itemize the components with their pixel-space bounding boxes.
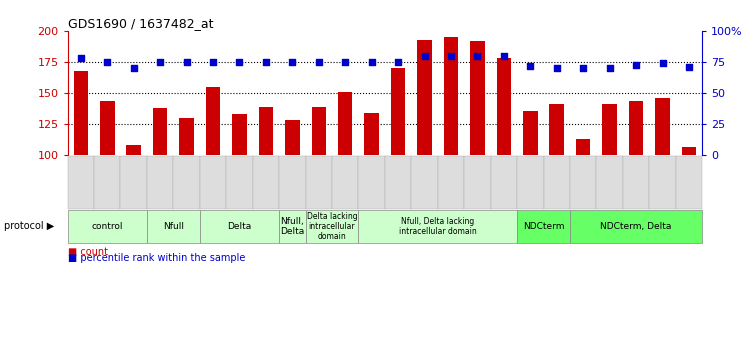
Bar (312, 107, 326, 155)
Point (578, 66, 590, 71)
Text: Delta lacking
intracellular
domain: Delta lacking intracellular domain (306, 211, 357, 241)
Bar (391, 68, 406, 155)
Text: Nfull: Nfull (163, 222, 184, 231)
Bar (179, 118, 194, 155)
Text: GDS1690 / 1637482_at: GDS1690 / 1637482_at (68, 17, 213, 30)
Point (550, 66, 562, 71)
Point (260, 59, 272, 65)
Bar (496, 58, 511, 155)
Bar (232, 114, 247, 155)
Point (207, 59, 219, 65)
Point (498, 53, 510, 59)
Bar (523, 110, 538, 155)
Bar (364, 113, 379, 155)
Bar (206, 87, 220, 155)
Point (604, 66, 616, 71)
Point (286, 59, 298, 65)
Point (154, 59, 166, 65)
Text: ■ count: ■ count (68, 247, 107, 256)
Bar (444, 37, 458, 155)
Point (524, 63, 536, 69)
Point (445, 53, 457, 59)
Point (128, 66, 140, 71)
Point (392, 59, 404, 65)
Bar (550, 104, 564, 155)
Point (366, 59, 378, 65)
Point (656, 61, 668, 66)
Bar (74, 71, 88, 155)
Point (418, 53, 430, 59)
Bar (126, 145, 141, 155)
Point (234, 59, 246, 65)
Text: NDCterm: NDCterm (523, 222, 564, 231)
Text: NDCterm, Delta: NDCterm, Delta (600, 222, 671, 231)
Point (630, 62, 642, 67)
Bar (576, 139, 590, 155)
Bar (602, 104, 617, 155)
Text: Delta: Delta (228, 222, 252, 231)
Bar (338, 92, 352, 155)
Bar (629, 101, 644, 155)
Bar (418, 40, 432, 155)
Bar (285, 120, 300, 155)
Bar (682, 147, 696, 155)
Text: Nfull, Delta lacking
intracellular domain: Nfull, Delta lacking intracellular domai… (399, 217, 477, 236)
Text: Nfull,
Delta: Nfull, Delta (280, 217, 304, 236)
Point (180, 59, 192, 65)
Point (101, 59, 113, 65)
Bar (258, 107, 273, 155)
Bar (470, 41, 484, 155)
Text: ■ percentile rank within the sample: ■ percentile rank within the sample (68, 254, 245, 263)
Point (339, 59, 351, 65)
Point (312, 59, 324, 65)
Text: protocol ▶: protocol ▶ (4, 221, 54, 231)
Point (75, 56, 87, 61)
Text: control: control (92, 222, 123, 231)
Point (472, 53, 484, 59)
Bar (656, 98, 670, 155)
Bar (100, 101, 114, 155)
Bar (153, 108, 167, 155)
Point (683, 64, 695, 70)
